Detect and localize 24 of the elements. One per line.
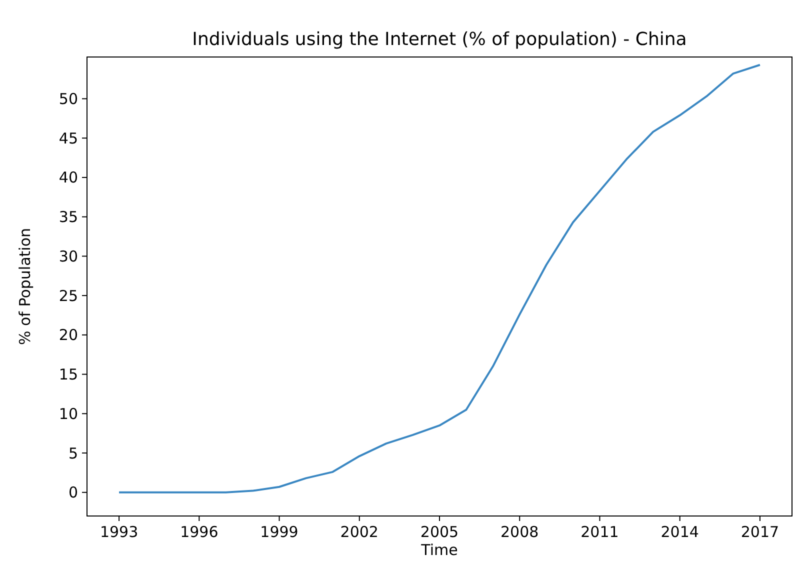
x-axis-title: Time — [420, 541, 458, 559]
x-tick-label: 1999 — [260, 523, 298, 541]
x-tick-label: 1993 — [100, 523, 138, 541]
y-tick-label: 45 — [58, 129, 78, 148]
y-tick-label: 40 — [58, 168, 78, 187]
x-tick-label: 1996 — [180, 523, 218, 541]
x-tick-label: 2008 — [500, 523, 539, 541]
y-tick-label: 50 — [58, 90, 78, 108]
x-tick-label: 2002 — [340, 523, 378, 541]
y-tick-label: 5 — [68, 444, 78, 462]
y-tick-label: 30 — [58, 247, 78, 266]
y-tick-label: 35 — [58, 208, 78, 226]
chart-title: Individuals using the Internet (% of population) - China — [192, 29, 687, 50]
y-tick-label: 15 — [58, 366, 78, 384]
y-tick-label: 10 — [58, 404, 78, 423]
x-tick-label: 2017 — [740, 523, 780, 541]
y-axis-title: % of Population — [16, 228, 34, 346]
line-series — [118, 64, 761, 494]
y-tick-label: 20 — [58, 326, 78, 344]
x-tick-label: 2011 — [580, 523, 619, 541]
y-tick-label: 0 — [68, 484, 78, 502]
x-tick-label: 2014 — [660, 523, 699, 541]
y-tick-label: 25 — [58, 286, 78, 305]
x-tick-label: 2005 — [420, 523, 459, 541]
